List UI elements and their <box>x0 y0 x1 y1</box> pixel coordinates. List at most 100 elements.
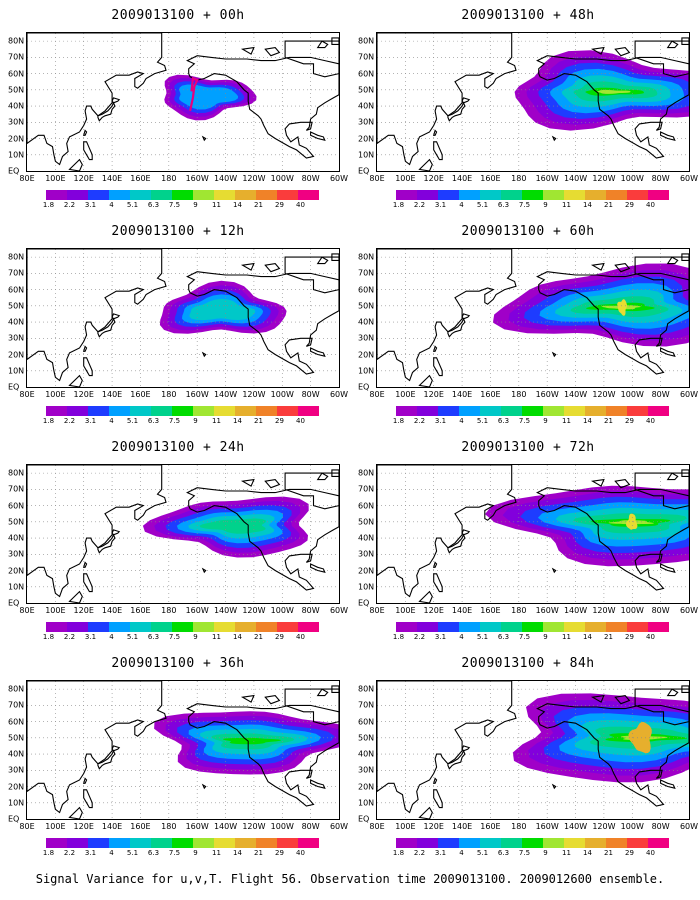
colorbar-swatch <box>235 838 256 848</box>
latitude-label: 40N <box>8 101 25 111</box>
coastline <box>551 135 557 142</box>
colorbar-label: 11 <box>562 417 571 425</box>
colorbar-swatch <box>193 406 214 416</box>
colorbar-swatch <box>648 190 669 200</box>
colorbar-label: 29 <box>275 417 284 425</box>
colorbar-swatch <box>88 190 109 200</box>
latitude-label: 30N <box>358 549 375 559</box>
coastline <box>666 688 679 697</box>
forecast-panel: 2009013100 + 12h 80N 70N 60N 50N 40N 30N 20N 10N… <box>8 224 348 425</box>
latitude-label: 50N <box>358 733 375 743</box>
coastline <box>660 347 676 357</box>
latitude-label: 20N <box>8 134 25 144</box>
colorbar-label: 2.2 <box>413 201 426 209</box>
coastline <box>461 529 471 536</box>
latitude-label: EQ <box>358 382 370 392</box>
coastline <box>461 745 471 752</box>
latitude-label: 80N <box>8 36 25 46</box>
colorbar-label: 7.5 <box>168 849 181 857</box>
colorbar-swatch <box>417 190 438 200</box>
colorbar-swatch <box>298 838 319 848</box>
longitude-label: 140E <box>101 174 123 183</box>
longitude-label: 80W <box>301 606 320 615</box>
figure-caption: Signal Variance for u,v,T. Flight 56. Ob… <box>35 872 665 886</box>
colorbar-label: 40 <box>296 633 305 641</box>
colorbar-swatch <box>480 838 501 848</box>
coastline <box>186 55 339 159</box>
coastline <box>27 681 167 814</box>
latitude-label: 70N <box>358 700 375 710</box>
coastline <box>377 681 517 814</box>
colorbar-swatch <box>564 838 585 848</box>
colorbar-swatch <box>67 622 88 632</box>
colorbar-swatch <box>606 190 627 200</box>
map-canvas <box>377 681 689 819</box>
colorbar-label: 11 <box>212 633 221 641</box>
latitude-label: 10N <box>358 366 375 376</box>
colorbar-label: 3.1 <box>84 633 97 641</box>
coastline <box>68 806 83 819</box>
colorbar <box>46 838 319 848</box>
panel-title: 2009013100 + 60h <box>461 224 595 239</box>
latitude-label: 60N <box>358 717 375 727</box>
coastline <box>111 529 121 536</box>
longitude-label: 60W <box>329 606 349 615</box>
latitude-label: EQ <box>8 166 20 176</box>
colorbar-swatch <box>214 838 235 848</box>
coastline <box>27 249 167 382</box>
coastline <box>331 469 339 477</box>
colorbar-swatch <box>46 622 67 632</box>
colorbar-label: 2.2 <box>63 633 76 641</box>
latitude-label: 70N <box>8 52 25 62</box>
latitude-label: 80N <box>358 36 375 46</box>
longitude-label: 120W <box>242 174 266 183</box>
coastline <box>83 789 93 809</box>
coastline <box>331 253 339 261</box>
colorbar-label: 11 <box>562 849 571 857</box>
coastline <box>461 313 471 320</box>
colorbar-label: 6.3 <box>497 633 510 641</box>
colorbar-swatch <box>151 190 172 200</box>
latitude-label: 20N <box>358 566 375 576</box>
colorbar-label: 2.2 <box>63 201 76 209</box>
latitude-label: 30N <box>358 333 375 343</box>
longitude-label: 160E <box>480 822 501 831</box>
colorbar <box>46 190 319 200</box>
longitude-label: 100E <box>45 174 66 183</box>
colorbar-swatch <box>585 838 606 848</box>
coastline <box>590 46 605 55</box>
colorbar-label: 5.1 <box>476 849 489 857</box>
latitude-label: 80N <box>358 684 375 694</box>
colorbar-swatch <box>627 622 648 632</box>
colorbar-label: 5.1 <box>126 849 139 857</box>
coastline <box>418 374 433 387</box>
latitude-label: 10N <box>8 798 25 808</box>
colorbar-swatch <box>480 406 501 416</box>
coastline <box>590 478 605 487</box>
longitude-label: 60W <box>679 822 699 831</box>
longitude-label: 180 <box>161 174 177 183</box>
latitude-label: 40N <box>8 749 25 759</box>
longitude-label: 120W <box>592 390 616 399</box>
coastline <box>433 141 443 161</box>
forecast-panel: 2009013100 + 00h 80N 70N 60N 50N 40N 30N 20N 10N… <box>8 8 348 209</box>
coastline <box>68 158 83 171</box>
colorbar-swatch <box>543 190 564 200</box>
colorbar-swatch <box>522 622 543 632</box>
latitude-label: 70N <box>8 268 25 278</box>
colorbar-swatch <box>438 406 459 416</box>
colorbar-label: 9 <box>543 849 548 857</box>
longitude-label: 80W <box>301 174 320 183</box>
colorbar-label: 14 <box>233 417 242 425</box>
coastline <box>614 695 631 705</box>
longitude-label: 120E <box>73 174 94 183</box>
latitude-label: 20N <box>8 350 25 360</box>
colorbar-swatch <box>214 190 235 200</box>
longitude-label: 120W <box>592 822 616 831</box>
coastline <box>660 131 676 141</box>
colorbar-label: 4 <box>459 417 464 425</box>
longitude-label: 100W <box>270 390 294 399</box>
longitude-label: 160E <box>130 606 151 615</box>
longitude-label: 120E <box>423 606 444 615</box>
coastline <box>433 357 443 377</box>
